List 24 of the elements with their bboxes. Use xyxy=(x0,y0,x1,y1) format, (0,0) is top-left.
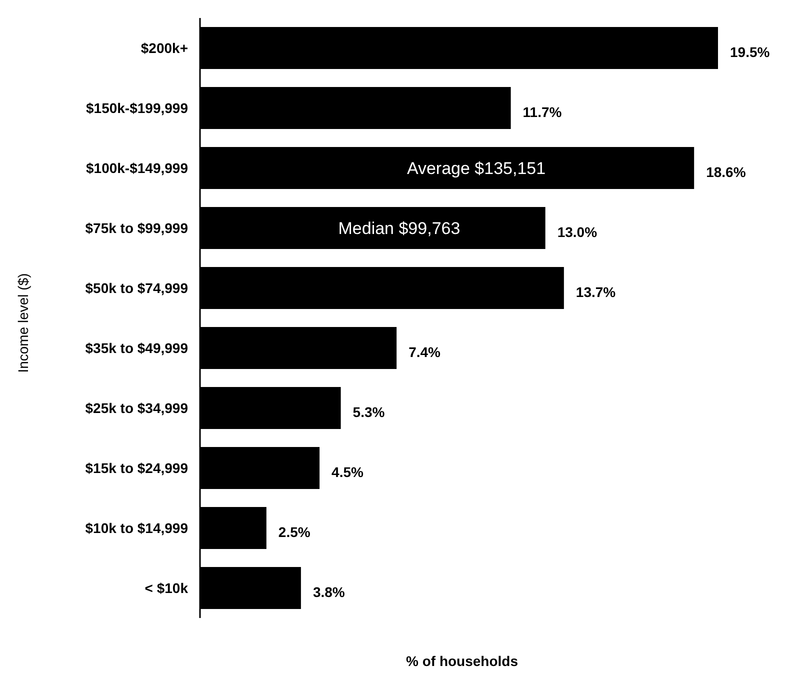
data-label: 13.0% xyxy=(557,224,598,240)
data-label: 2.5% xyxy=(278,524,311,540)
data-label: 19.5% xyxy=(730,44,770,60)
data-label: 5.3% xyxy=(352,404,386,420)
data-label: 11.7% xyxy=(522,104,562,120)
y-tick-label: $200k+ xyxy=(140,40,188,56)
data-label: 18.6% xyxy=(706,164,746,180)
y-axis-title: Income level ($) xyxy=(15,273,31,373)
y-tick-label: $50k to $74,999 xyxy=(85,280,188,296)
data-label: 3.8% xyxy=(312,584,346,600)
y-tick-label: $100k-$149,999 xyxy=(86,160,188,176)
y-tick-label: $35k to $49,999 xyxy=(85,340,188,356)
annotation: Median $99,763 xyxy=(338,218,460,238)
data-label: 13.7% xyxy=(576,284,616,300)
data-label: 4.5% xyxy=(332,464,364,480)
y-tick-label: $25k to $34,999 xyxy=(85,400,188,416)
y-tick-label: < $10k xyxy=(144,580,188,596)
y-tick-label: $150k-$199,999 xyxy=(86,100,188,116)
data-label: 7.4% xyxy=(408,344,442,360)
y-tick-label: $10k to $14,999 xyxy=(85,520,188,536)
y-tick-label: $75k to $99,999 xyxy=(85,220,188,236)
y-tick-label: $15k to $24,999 xyxy=(85,460,188,476)
annotation: Average $135,151 xyxy=(406,158,546,178)
x-axis-title: % of households xyxy=(406,653,518,669)
